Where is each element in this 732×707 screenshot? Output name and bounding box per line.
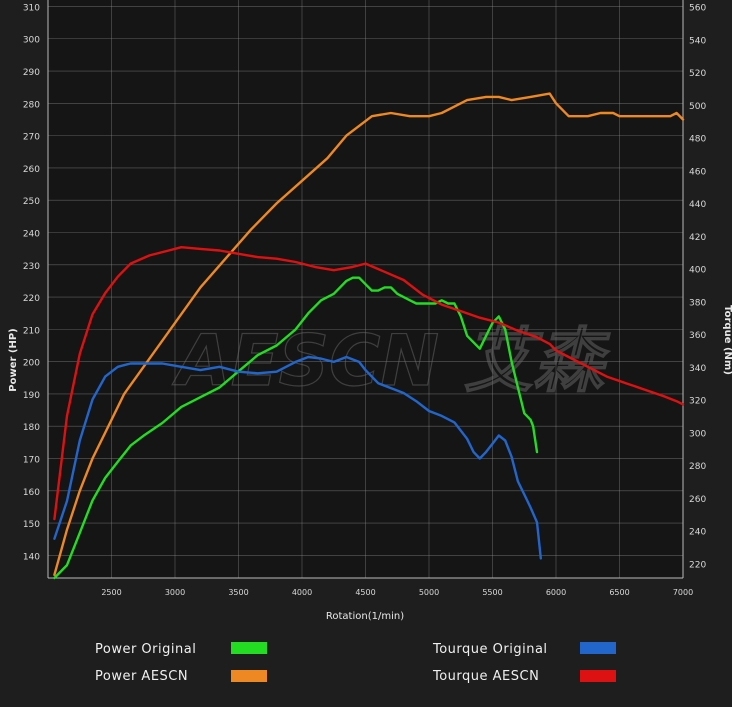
- y-left-tick-label-12: 260: [23, 165, 40, 175]
- y-right-tick-label-13: 480: [689, 135, 706, 145]
- y-right-tick-label-0: 220: [689, 560, 706, 570]
- grid-lines: [47, 0, 684, 579]
- x-tick-label-9: 7000: [673, 588, 693, 597]
- y-right-tick-label-6: 340: [689, 364, 706, 374]
- y-right-tick-label-14: 500: [689, 102, 706, 112]
- y-right-tick-label-9: 400: [689, 266, 706, 276]
- x-tick-label-5: 5000: [419, 588, 439, 597]
- y-left-tick-label-15: 290: [23, 68, 40, 78]
- y-left-tick-label-1: 150: [23, 520, 40, 530]
- y-left-tick-label-14: 280: [23, 100, 40, 110]
- x-tick-label-7: 6000: [546, 588, 566, 597]
- x-tick-label-6: 5500: [482, 588, 502, 597]
- y-right-tick-label-12: 460: [689, 167, 706, 177]
- y-left-tick-label-10: 240: [23, 229, 40, 239]
- x-tick-label-1: 3000: [165, 588, 185, 597]
- right-axis-ticks: 220 240 260 280 300 320 340 360 380 400 420 440 460 4…: [689, 4, 706, 571]
- y-left-tick-label-0: 140: [23, 552, 40, 562]
- y-left-tick-label-13: 270: [23, 133, 40, 143]
- legend-swatch-power-aescn: [231, 670, 267, 682]
- y-right-tick-label-5: 320: [689, 397, 706, 407]
- y-left-axis-label: Power (HP): [8, 328, 19, 391]
- legend-label-torque-aescn: Tourque AESCN: [432, 669, 539, 684]
- y-right-tick-label-16: 540: [689, 36, 706, 46]
- watermark: AESCN 艾森: [171, 319, 611, 402]
- series-lines: [53, 92, 685, 580]
- series-line-tourque-original: [53, 355, 542, 560]
- legend-swatch-power-original: [231, 642, 267, 654]
- y-right-tick-label-7: 360: [689, 331, 706, 341]
- y-right-tick-label-1: 240: [689, 528, 706, 538]
- y-right-tick-label-11: 440: [689, 200, 706, 210]
- y-right-tick-label-4: 300: [689, 429, 706, 439]
- y-left-tick-label-2: 160: [23, 488, 40, 498]
- series-line-tourque-aescn: [53, 245, 685, 521]
- watermark-text: AESCN 艾森: [172, 320, 611, 402]
- y-left-tick-label-16: 300: [23, 36, 40, 46]
- left-axis-ticks: 140 150 160 170 180 190 200 210 220 230 240 250 260 2…: [23, 3, 40, 562]
- legend-swatch-torque-aescn: [580, 670, 616, 682]
- legend-swatch-torque-original: [580, 642, 616, 654]
- x-tick-label-4: 4500: [355, 588, 375, 597]
- y-left-tick-label-17: 310: [23, 3, 40, 13]
- y-right-tick-label-15: 520: [689, 69, 706, 79]
- y-right-tick-label-17: 560: [689, 4, 706, 14]
- y-right-tick-label-2: 260: [689, 495, 706, 505]
- y-left-tick-label-7: 210: [23, 326, 40, 336]
- legend: Power Original Power AESCN Tourque Origi…: [95, 642, 616, 684]
- x-tick-label-0: 2500: [101, 588, 121, 597]
- y-left-tick-label-3: 170: [23, 456, 40, 466]
- y-right-tick-label-3: 280: [689, 462, 706, 472]
- y-left-tick-label-5: 190: [23, 391, 40, 401]
- x-axis-label: Rotation(1/min): [326, 611, 404, 622]
- y-left-tick-label-9: 230: [23, 262, 40, 272]
- series-line-power-aescn: [53, 92, 685, 576]
- y-left-tick-label-11: 250: [23, 197, 40, 207]
- y-left-tick-label-6: 200: [23, 359, 40, 369]
- y-right-tick-label-10: 420: [689, 233, 706, 243]
- y-left-tick-label-8: 220: [23, 294, 40, 304]
- y-right-tick-label-8: 380: [689, 298, 706, 308]
- x-tick-label-2: 3500: [228, 588, 248, 597]
- legend-label-torque-original: Tourque Original: [432, 642, 548, 657]
- series-line-power-original: [53, 276, 539, 580]
- legend-label-power-original: Power Original: [95, 642, 196, 657]
- x-tick-label-8: 6500: [609, 588, 629, 597]
- x-axis-ticks: 2500 3000 3500 4000 4500 5000 5500 6000 6500 7000: [101, 588, 693, 597]
- y-left-tick-label-4: 180: [23, 423, 40, 433]
- legend-label-power-aescn: Power AESCN: [95, 669, 188, 684]
- x-tick-label-3: 4000: [292, 588, 312, 597]
- y-right-axis-label: Torque (Nm): [722, 305, 732, 375]
